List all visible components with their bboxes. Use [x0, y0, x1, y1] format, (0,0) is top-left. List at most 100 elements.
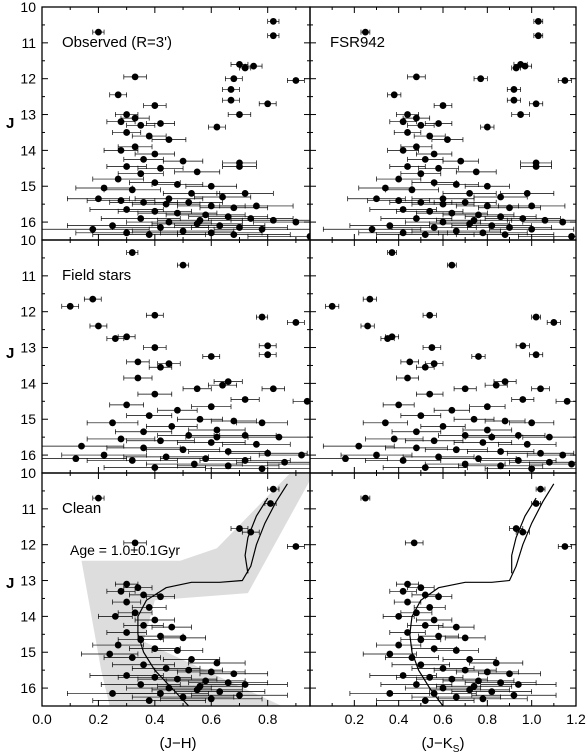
data-point — [390, 435, 398, 443]
data-point — [362, 494, 369, 502]
data-point — [131, 143, 139, 151]
data-point — [179, 693, 187, 701]
x-axis-label-left: (J−H) — [159, 735, 196, 752]
data-point — [306, 233, 310, 240]
data-point — [95, 195, 102, 203]
data-point — [151, 616, 159, 624]
data-point — [264, 342, 272, 350]
data-point — [492, 659, 500, 667]
y-tick-label: 15 — [20, 411, 36, 427]
data-point — [151, 150, 159, 158]
data-point — [179, 446, 187, 454]
data-point — [395, 175, 403, 183]
data-point — [373, 195, 380, 203]
x-tick-label: 0.8 — [478, 711, 498, 727]
x-axis-label-right: (J−KS) — [422, 735, 465, 754]
data-point — [114, 91, 122, 99]
data-point — [457, 157, 465, 165]
data-point — [292, 77, 300, 84]
data-point — [417, 584, 425, 592]
data-point — [399, 118, 407, 126]
x-tick-label: 0.2 — [89, 711, 109, 727]
data-point — [179, 157, 187, 165]
data-point — [95, 322, 102, 330]
data-point — [241, 431, 249, 439]
data-point — [386, 650, 394, 658]
data-point — [435, 593, 442, 601]
data-point — [168, 623, 176, 631]
data-point — [128, 249, 136, 256]
data-point — [413, 609, 420, 617]
panel-label: Field stars — [62, 267, 131, 284]
data-point — [185, 431, 193, 439]
y-tick-label: 14 — [20, 142, 36, 158]
data-point — [264, 449, 272, 457]
data-point — [269, 32, 277, 40]
y-tick-label: 13 — [20, 340, 36, 356]
data-point — [563, 397, 571, 405]
data-point — [426, 604, 434, 611]
data-point — [157, 120, 164, 127]
data-point — [137, 681, 145, 688]
data-point — [550, 319, 558, 326]
data-point — [512, 525, 520, 532]
data-point — [145, 697, 153, 705]
y-tick-label: 11 — [21, 35, 36, 51]
data-point — [537, 385, 544, 393]
data-point — [497, 193, 505, 201]
data-point — [408, 186, 416, 194]
data-point — [193, 385, 201, 393]
data-point — [165, 684, 173, 692]
data-point — [421, 464, 429, 472]
data-point — [430, 437, 438, 445]
data-point — [151, 344, 159, 351]
x-tick-label: 1.2 — [566, 711, 586, 727]
data-point — [269, 17, 277, 25]
data-point — [444, 136, 451, 144]
y-tick-label: 16 — [20, 214, 36, 230]
data-point — [236, 111, 243, 118]
data-point — [439, 218, 447, 226]
data-point — [523, 440, 531, 448]
data-point — [399, 457, 407, 464]
data-point — [230, 417, 238, 425]
data-point — [281, 458, 289, 466]
data-point — [532, 500, 540, 507]
data-point — [157, 164, 164, 172]
data-point — [390, 91, 398, 99]
data-point — [501, 231, 509, 239]
x-tick-label: 0.8 — [258, 711, 278, 727]
y-axis-label-middle: J — [6, 345, 14, 362]
data-point — [196, 682, 204, 690]
data-point — [430, 616, 438, 624]
data-point — [528, 202, 536, 210]
plot-area — [42, 249, 310, 473]
data-point — [213, 433, 221, 441]
data-point — [479, 439, 487, 446]
filter-region — [81, 473, 310, 706]
x-axis-label-right-sub: S — [453, 744, 460, 754]
data-point — [140, 155, 147, 163]
data-point — [510, 86, 518, 93]
data-point — [439, 664, 447, 672]
data-point — [140, 444, 147, 452]
isochrone-curve — [244, 497, 269, 574]
data-point — [131, 609, 139, 617]
data-point — [413, 73, 420, 81]
y-tick-label: 10 — [20, 232, 36, 248]
data-point — [514, 457, 522, 464]
data-point — [404, 598, 411, 606]
data-point — [452, 693, 460, 701]
x-tick-label: 0.6 — [433, 711, 453, 727]
data-point — [174, 647, 181, 654]
data-point — [426, 311, 434, 319]
data-point — [230, 75, 238, 83]
data-point — [207, 403, 215, 411]
data-point — [78, 442, 85, 450]
data-point — [510, 96, 518, 104]
panel-clean-right: 0.2 0.4 0.6 0.8 1.0 1.2 — [309, 472, 586, 727]
y-axis-label-bottom: J — [6, 575, 14, 592]
data-point — [561, 77, 569, 84]
data-point — [207, 439, 215, 446]
